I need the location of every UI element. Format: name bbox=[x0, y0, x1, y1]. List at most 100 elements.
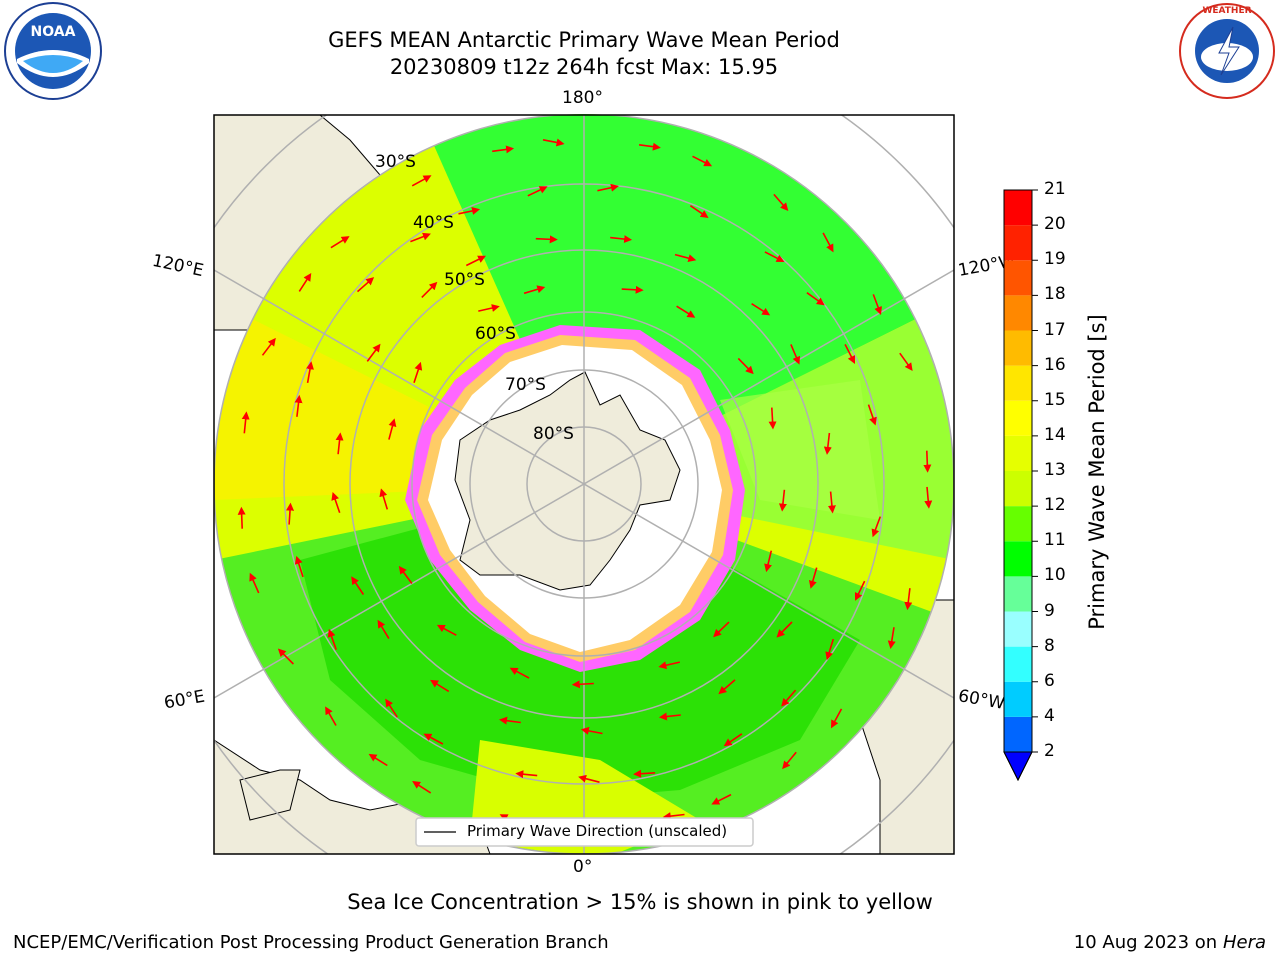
wave-arrow bbox=[515, 770, 538, 779]
wave-arrow bbox=[421, 281, 438, 298]
colorbar-swatch bbox=[1004, 365, 1032, 401]
wave-arrow bbox=[379, 488, 389, 510]
colorbar-tick-label: 21 bbox=[1044, 179, 1066, 199]
wave-arrow bbox=[764, 550, 773, 573]
wave-arrow bbox=[823, 432, 832, 455]
wave-arrow bbox=[458, 207, 481, 215]
lat-label-50s: 50°S bbox=[444, 270, 485, 290]
wave-arrow bbox=[366, 343, 381, 362]
wave-arrow bbox=[523, 285, 546, 295]
wave-arrow bbox=[867, 404, 877, 426]
colorbar-swatch bbox=[1004, 190, 1032, 226]
wave-arrow bbox=[277, 648, 294, 665]
producer-credit: NCEP/EMC/Verification Post Processing Pr… bbox=[13, 932, 609, 953]
colorbar-swatch bbox=[1004, 471, 1032, 507]
wave-arrow bbox=[781, 689, 797, 707]
wave-arrow bbox=[261, 337, 276, 356]
svg-text:WEATHER: WEATHER bbox=[1202, 6, 1251, 16]
lat-label-40s: 40°S bbox=[413, 213, 454, 233]
wave-arrow bbox=[723, 733, 743, 747]
wave-arrow bbox=[844, 344, 856, 364]
wave-arrow bbox=[778, 489, 787, 512]
wave-arrow bbox=[412, 781, 432, 794]
lat-label-60s: 60°S bbox=[475, 324, 516, 344]
lat-label-70s: 70°S bbox=[505, 375, 546, 395]
map-subtitle: 20230809 t12z 264h fcst Max: 15.95 bbox=[389, 55, 779, 79]
wave-arrow bbox=[790, 344, 801, 365]
colorbar-tick-label: 9 bbox=[1044, 600, 1055, 621]
colorbar-swatch bbox=[1004, 681, 1032, 717]
wave-arrow bbox=[827, 491, 836, 514]
wave-arrow bbox=[773, 193, 789, 212]
wave-arrow bbox=[351, 576, 365, 595]
wave-arrow bbox=[423, 733, 444, 745]
map-legend bbox=[415, 817, 754, 847]
colorbar-swatch bbox=[1004, 260, 1032, 296]
colorbar-swatch bbox=[1004, 541, 1032, 577]
wave-arrow bbox=[325, 706, 337, 726]
wave-arrow bbox=[509, 667, 530, 679]
colorbar-swatch bbox=[1004, 330, 1032, 366]
svg-text:NOAA: NOAA bbox=[31, 24, 76, 40]
colorbar-tick-label: 13 bbox=[1044, 460, 1066, 480]
wave-arrow bbox=[331, 492, 341, 514]
colorbar-extend bbox=[1003, 751, 1033, 782]
wave-arrow bbox=[854, 580, 866, 601]
wave-arrow bbox=[806, 292, 825, 306]
wave-arrow bbox=[430, 679, 450, 693]
wave-arrow bbox=[871, 516, 882, 538]
wave-arrow bbox=[388, 418, 397, 440]
wave-arrow bbox=[410, 232, 431, 243]
wave-arrow bbox=[413, 361, 423, 384]
colorbar-tick-label: 6 bbox=[1044, 670, 1055, 691]
wave-arrow bbox=[294, 394, 303, 417]
wave-arrow bbox=[610, 235, 633, 244]
colorbar-swatch bbox=[1004, 400, 1032, 436]
colorbar-tick-label: 2 bbox=[1044, 741, 1055, 761]
legend-label: Primary Wave Direction (unscaled) bbox=[467, 822, 728, 840]
colorbar-swatch bbox=[1004, 225, 1032, 261]
colorbar-swatch bbox=[1004, 646, 1032, 682]
wave-arrow bbox=[571, 680, 594, 689]
lon-label-0: 0° bbox=[573, 857, 593, 877]
wave-arrow bbox=[298, 272, 312, 292]
wave-arrow bbox=[535, 235, 558, 244]
wave-arrow bbox=[808, 567, 818, 589]
wave-arrow bbox=[764, 251, 785, 263]
wave-arrow bbox=[385, 698, 398, 718]
wave-arrow bbox=[330, 236, 350, 249]
wave-arrow bbox=[782, 751, 797, 770]
wave-arrow bbox=[377, 619, 390, 640]
colorbar-swatch bbox=[1004, 716, 1032, 752]
colorbar-swatch bbox=[1004, 295, 1032, 331]
wave-arrow bbox=[478, 304, 500, 312]
wave-arrow bbox=[689, 205, 709, 219]
sea-ice-note: Sea Ice Concentration > 15% is shown in … bbox=[347, 890, 933, 914]
wave-arrow bbox=[658, 661, 680, 670]
wave-arrow bbox=[676, 305, 696, 318]
wave-arrow bbox=[711, 793, 732, 805]
colorbar-swatch bbox=[1004, 611, 1032, 647]
wave-arrow bbox=[633, 769, 656, 778]
wave-arrow bbox=[904, 588, 913, 611]
wave-arrow bbox=[368, 753, 388, 767]
wave-arrow bbox=[306, 361, 314, 384]
wave-arrow bbox=[692, 155, 713, 167]
wave-arrow bbox=[527, 186, 548, 197]
colorbar-swatch bbox=[1004, 435, 1032, 471]
noaa-logo: NOAA bbox=[4, 2, 102, 100]
colorbar-swatch bbox=[1004, 506, 1032, 542]
colorbar-swatch bbox=[1004, 576, 1032, 612]
colorbar-tick-label: 19 bbox=[1044, 249, 1066, 270]
wave-arrow bbox=[465, 255, 486, 267]
colorbar-tick-label: 14 bbox=[1044, 424, 1066, 445]
wave-arrow bbox=[237, 506, 246, 529]
wave-arrow bbox=[751, 303, 771, 316]
run-host: Hera bbox=[1222, 932, 1266, 953]
wave-arrow bbox=[327, 628, 337, 650]
wave-arrow bbox=[899, 352, 913, 372]
wave-arrow bbox=[737, 357, 754, 375]
wave-arrow bbox=[249, 572, 260, 594]
